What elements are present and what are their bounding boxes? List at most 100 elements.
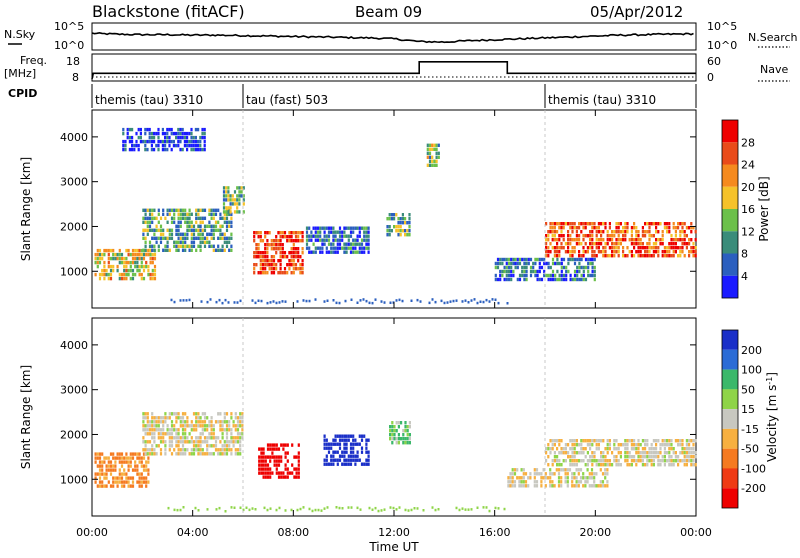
power-cell — [128, 147, 131, 152]
power-cell — [203, 135, 206, 140]
power-cell — [126, 135, 129, 140]
power-cell — [208, 208, 211, 212]
power-cell — [264, 271, 267, 275]
power-cell — [505, 261, 508, 266]
power-cell — [305, 234, 309, 238]
velocity-cell — [336, 434, 339, 438]
power-cell — [183, 135, 186, 140]
power-cell — [292, 255, 295, 259]
velocity-cell — [203, 428, 207, 432]
velocity-cell — [291, 463, 294, 467]
power-cell — [613, 234, 616, 238]
power-cell — [142, 216, 145, 220]
velocity-cell — [288, 471, 292, 475]
power-cell — [264, 259, 267, 263]
power-cell — [166, 131, 169, 136]
power-cell — [190, 224, 193, 228]
velocity-cell — [661, 459, 664, 463]
power-cell — [545, 250, 548, 254]
power-cell — [562, 246, 565, 250]
velocity-cell — [661, 455, 664, 459]
power-cell — [593, 254, 596, 258]
power-cell — [197, 143, 200, 148]
power-cell — [551, 246, 554, 250]
power-cell — [131, 256, 135, 261]
power-cell — [512, 273, 515, 278]
velocity-cell — [225, 448, 229, 452]
power-cell — [151, 268, 154, 273]
power-cell — [600, 230, 603, 234]
power-cell — [523, 277, 526, 282]
power-cell — [639, 238, 642, 242]
velocity-cell — [199, 440, 202, 444]
velocity-cell — [608, 447, 611, 451]
velocity-cell — [234, 436, 237, 440]
power-cell — [571, 254, 574, 258]
power-cell — [398, 298, 401, 302]
velocity-cell — [188, 432, 191, 436]
velocity-cell — [293, 475, 296, 479]
power-cell — [209, 298, 212, 301]
power-cell — [201, 216, 204, 220]
power-cell — [175, 131, 178, 136]
power-cell — [652, 242, 655, 246]
power-cell — [390, 213, 393, 217]
velocity-cell — [148, 440, 152, 444]
velocity-cell — [564, 451, 567, 455]
power-cell — [199, 236, 202, 240]
power-cell — [336, 246, 339, 250]
velocity-cell — [520, 484, 523, 488]
colorbar-tick-1: 100 — [741, 364, 762, 377]
power-cell — [107, 264, 110, 269]
power-cell — [118, 272, 121, 277]
velocity-cell — [239, 420, 242, 424]
power-cell — [595, 230, 598, 234]
power-cell — [652, 254, 655, 258]
power-cell — [525, 273, 528, 278]
power-cell — [192, 232, 196, 236]
velocity-cell — [580, 443, 583, 447]
power-cell — [499, 269, 502, 274]
velocity-cell — [633, 439, 636, 443]
velocity-cell — [271, 447, 274, 451]
power-cell — [170, 228, 174, 232]
power-cell — [168, 127, 171, 132]
power-cell — [131, 268, 135, 273]
velocity-cell — [188, 452, 191, 456]
power-cell — [223, 216, 226, 220]
velocity-cell — [284, 475, 287, 479]
power-cell — [166, 248, 169, 252]
velocity-cell — [277, 447, 281, 451]
power-cell — [301, 271, 304, 275]
velocity-cell — [138, 472, 141, 476]
velocity-cell — [190, 448, 193, 452]
power-cell — [212, 216, 215, 220]
velocity-region-3 — [323, 434, 370, 466]
power-cell — [408, 217, 411, 221]
power-cell — [184, 248, 187, 252]
velocity-cell — [511, 484, 514, 488]
power-cell — [617, 222, 620, 226]
power-cell — [266, 247, 269, 251]
velocity-cell — [264, 463, 267, 467]
power-cell — [556, 277, 559, 282]
power-cell — [151, 220, 154, 224]
power-cell — [138, 268, 141, 273]
power-cell — [105, 268, 108, 273]
velocity-cell — [170, 452, 174, 456]
velocity-cell — [406, 429, 409, 433]
power-cell — [146, 208, 149, 212]
velocity-cell — [221, 420, 224, 424]
power-cell — [101, 252, 104, 257]
power-cell — [268, 267, 271, 271]
power-cell — [674, 238, 677, 242]
velocity-cell — [136, 480, 139, 484]
velocity-cell — [571, 463, 574, 467]
velocity-cell — [613, 455, 616, 459]
power-cell — [238, 202, 241, 206]
power-cell — [150, 135, 153, 140]
velocity-cell — [338, 438, 342, 442]
velocity-cell — [535, 480, 539, 484]
velocity-cell — [181, 440, 185, 444]
power-cell — [591, 250, 594, 254]
